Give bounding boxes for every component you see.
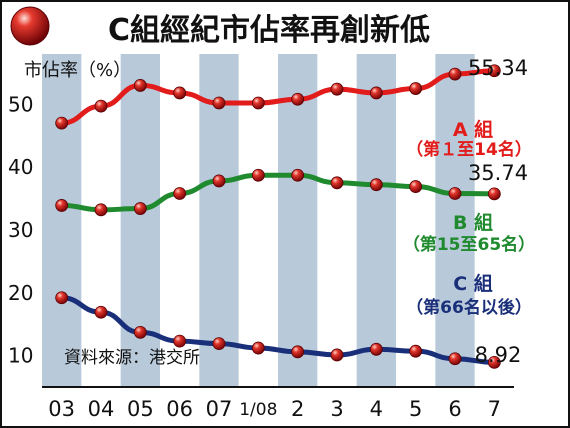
data-point <box>291 92 305 106</box>
x-tick-label: 05 <box>127 397 154 421</box>
data-point <box>487 187 501 201</box>
data-point <box>212 96 226 110</box>
data-point <box>133 325 147 339</box>
y-tick-label: 40 <box>8 155 33 179</box>
data-point <box>173 187 187 200</box>
data-point <box>330 176 344 190</box>
y-axis-label: 市佔率（%） <box>24 60 131 81</box>
series-2 <box>55 291 501 369</box>
end-value-label: 8.92 <box>475 343 522 367</box>
data-point <box>487 64 501 78</box>
series-0 <box>55 64 501 130</box>
plot-stripe <box>356 54 396 387</box>
data-point <box>55 116 69 130</box>
data-point <box>94 203 108 217</box>
data-point <box>409 344 423 358</box>
title-area: C組經紀市佔率再創新低 <box>10 6 430 48</box>
x-tick-label: 06 <box>166 397 193 421</box>
data-point <box>330 82 344 96</box>
y-tick-label: 30 <box>8 218 33 242</box>
data-point <box>212 337 226 351</box>
x-tick-label: 04 <box>88 397 115 421</box>
legend-series-range: （第66名以後） <box>406 297 532 318</box>
data-point <box>409 180 423 193</box>
legend-series-name: C 組 <box>453 272 493 295</box>
data-point <box>133 202 147 215</box>
data-point <box>212 174 226 188</box>
data-point <box>487 355 501 369</box>
plot-area <box>42 54 514 388</box>
data-point <box>369 178 383 192</box>
data-point <box>133 79 147 92</box>
data-point <box>291 168 305 182</box>
x-tick-label: 6 <box>448 397 461 421</box>
data-point <box>55 199 69 212</box>
legend: A 組（第１至14名） B 組（第15至65名） C 組（第66名以後） <box>403 118 535 318</box>
data-point <box>409 82 423 95</box>
x-tick-label: 3 <box>330 397 343 421</box>
data-point <box>291 345 305 359</box>
title-ball-icon <box>10 6 50 46</box>
data-point <box>369 342 383 356</box>
legend-series-name: A 組 <box>453 118 493 141</box>
x-tick-label: 2 <box>291 397 304 421</box>
plot-stripe <box>42 54 82 387</box>
data-point <box>94 99 108 113</box>
x-axis-ticks: 03 04 05 06 07 1/08 2 3 4 5 6 7 <box>48 397 501 421</box>
x-tick-label: 5 <box>409 397 422 421</box>
data-point <box>173 334 187 348</box>
y-tick-label: 50 <box>8 92 33 116</box>
data-point <box>330 348 344 362</box>
chart-title: C組經紀市佔率再創新低 <box>108 13 430 48</box>
legend-series-range: （第15至65名） <box>403 234 535 255</box>
legend-series-range: （第１至14名） <box>406 139 532 160</box>
source-note: 資料來源：港交所 <box>64 348 200 368</box>
legend-series-name: B 組 <box>453 211 493 234</box>
x-tick-label: 4 <box>370 397 383 421</box>
series-layer <box>55 64 501 369</box>
plot-stripe <box>278 54 318 387</box>
end-value-label: 35.74 <box>468 161 528 185</box>
data-point <box>251 341 265 355</box>
plot-stripe <box>435 54 475 387</box>
y-axis-ticks: 10 20 30 40 50 <box>8 92 33 367</box>
y-tick-label: 20 <box>8 281 33 305</box>
end-value-labels: 55.34 35.74 8.92 <box>468 56 528 367</box>
x-tick-label: 7 <box>488 397 501 421</box>
end-value-label: 55.34 <box>468 56 528 80</box>
data-point <box>251 96 265 110</box>
data-point <box>94 305 108 319</box>
data-point <box>448 352 462 366</box>
series-1 <box>55 168 501 217</box>
data-point <box>448 67 462 81</box>
data-point <box>369 86 383 100</box>
y-tick-label: 10 <box>8 344 33 368</box>
data-point <box>55 291 69 305</box>
x-tick-label: 07 <box>206 397 233 421</box>
data-point <box>448 187 462 200</box>
plot-stripe <box>199 54 239 387</box>
x-tick-label: 1/08 <box>239 400 277 420</box>
data-point <box>251 168 265 182</box>
x-tick-label: 03 <box>48 397 75 421</box>
data-point <box>173 86 187 100</box>
